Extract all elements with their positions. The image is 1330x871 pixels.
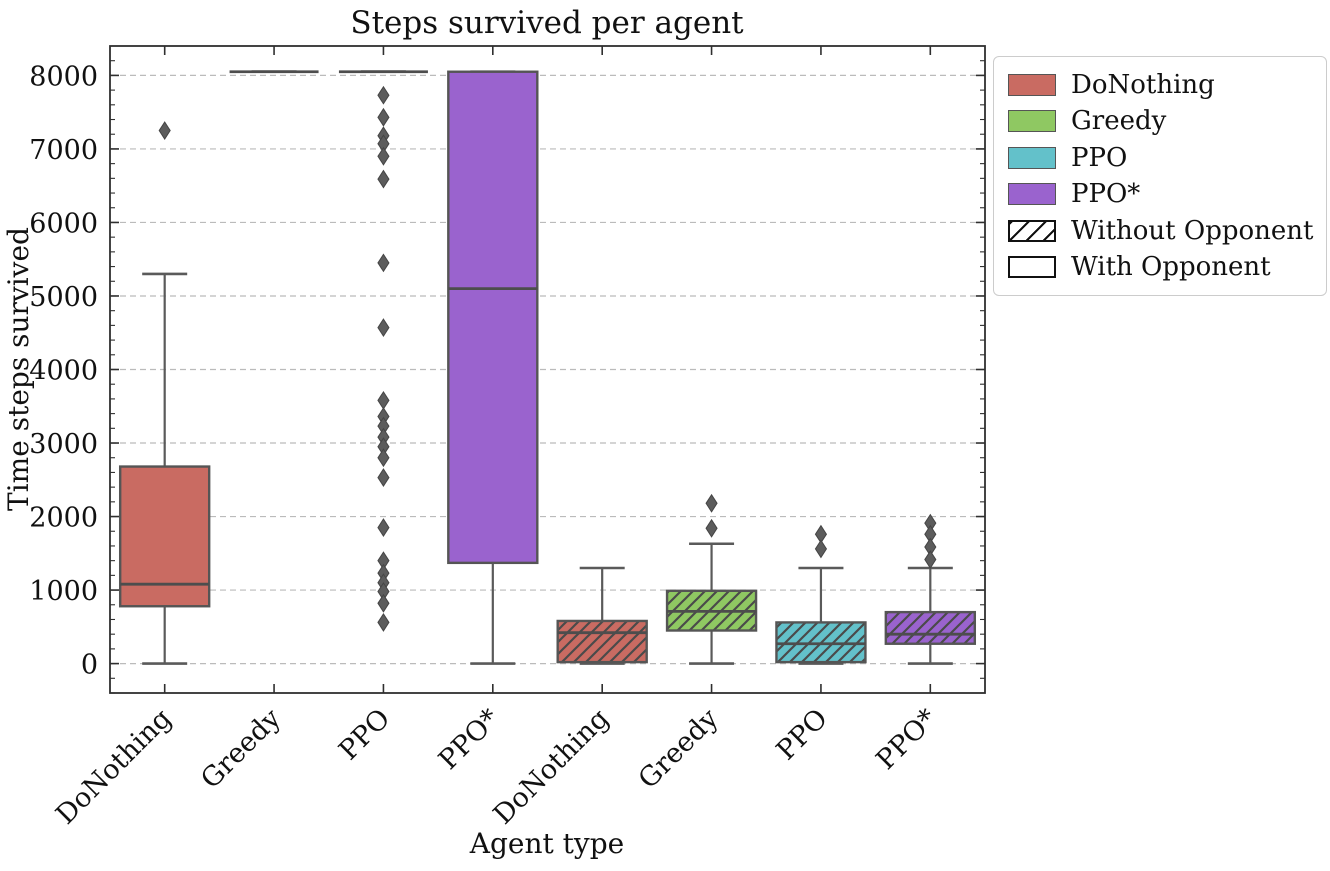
x-tick-label-6: PPO xyxy=(771,703,834,766)
box-hatch xyxy=(885,612,975,644)
x-tick-label-5: Greedy xyxy=(633,703,725,795)
x-tick-label-3: PPO* xyxy=(433,703,506,776)
box-edge xyxy=(775,621,867,664)
outlier-marker xyxy=(705,518,718,538)
box-edge xyxy=(447,70,539,565)
y-axis-label: Time steps survived xyxy=(2,227,35,511)
box-hatch xyxy=(557,620,647,663)
y-tick-label: 4000 xyxy=(29,356,98,387)
y-tick-label: 5000 xyxy=(29,282,98,313)
box-0-donothing xyxy=(118,121,211,665)
outlier-marker xyxy=(705,493,718,513)
box-2-ppo xyxy=(338,70,428,632)
outlier-marker xyxy=(377,146,390,166)
outlier-marker xyxy=(377,593,390,613)
legend-label-without-opponent: Without Opponent xyxy=(1071,215,1314,246)
box-4-donothing xyxy=(556,566,648,665)
x-tick-label-2: PPO xyxy=(333,703,396,766)
y-tick-label: 1000 xyxy=(29,576,98,607)
legend-item-greedy: Greedy xyxy=(1008,104,1312,138)
x-tick-label-4: DoNothing xyxy=(488,703,616,831)
box-6-ppo xyxy=(775,524,867,665)
outlier-marker xyxy=(377,253,390,273)
legend-item-with-opponent: With Opponent xyxy=(1008,250,1312,284)
outlier-marker xyxy=(924,550,937,569)
legend: DoNothing Greedy PPO PPO* Without Oppone… xyxy=(993,56,1327,296)
gridlines xyxy=(110,74,985,665)
x-axis-label: Agent type xyxy=(469,827,624,860)
x-tick-label-1: Greedy xyxy=(195,703,287,795)
legend-item-ppo-star: PPO* xyxy=(1008,177,1312,211)
box-edge xyxy=(118,465,211,608)
outlier-marker xyxy=(158,121,171,140)
legend-swatch-5 xyxy=(1008,255,1056,278)
legend-swatch-1 xyxy=(1008,110,1056,133)
outlier-marker xyxy=(377,518,390,537)
legend-item-donothing: DoNothing xyxy=(1008,68,1312,102)
outlier-marker xyxy=(377,612,390,632)
y-tick-label: 3000 xyxy=(29,429,98,460)
y-tick-label: 8000 xyxy=(29,61,98,92)
x-tick-label-7: PPO* xyxy=(870,703,943,776)
y-tick-label: 2000 xyxy=(29,503,98,534)
outlier-marker xyxy=(377,468,390,487)
boxplot-series xyxy=(118,70,977,665)
legend-swatch-0 xyxy=(1008,74,1056,96)
legend-label-greedy: Greedy xyxy=(1071,106,1167,137)
legend-swatch-4 xyxy=(1008,219,1056,242)
legend-label-ppo: PPO xyxy=(1071,142,1128,173)
legend-swatch-3 xyxy=(1008,183,1056,206)
outlier-marker xyxy=(377,85,390,105)
outlier-marker xyxy=(377,107,390,127)
box-5-greedy xyxy=(665,493,758,665)
box-fill xyxy=(448,71,538,563)
axes xyxy=(109,45,986,694)
outlier-marker xyxy=(814,539,828,559)
y-tick-label: 0 xyxy=(81,650,98,681)
box-edge xyxy=(556,619,648,664)
legend-item-ppo: PPO xyxy=(1008,141,1312,175)
legend-label-donothing: DoNothing xyxy=(1071,70,1215,100)
legend-swatch-2 xyxy=(1008,146,1056,169)
y-tick-label: 7000 xyxy=(29,135,98,166)
chart-title: Steps survived per agent xyxy=(350,5,744,41)
y-tick-label: 6000 xyxy=(29,208,98,239)
legend-label-ppo-star: PPO* xyxy=(1071,179,1141,210)
box-3-ppo-star xyxy=(447,70,539,665)
outlier-marker xyxy=(377,448,390,468)
box-7-ppo-star xyxy=(884,513,977,665)
outlier-marker xyxy=(377,169,390,189)
outlier-marker xyxy=(377,390,390,410)
outlier-marker xyxy=(377,318,390,338)
box-edge xyxy=(884,610,977,645)
legend-item-without-opponent: Without Opponent xyxy=(1008,214,1314,248)
legend-label-with-opponent: With Opponent xyxy=(1071,251,1271,282)
box-hatch xyxy=(776,622,866,663)
x-tick-label-0: DoNothing xyxy=(50,703,178,831)
